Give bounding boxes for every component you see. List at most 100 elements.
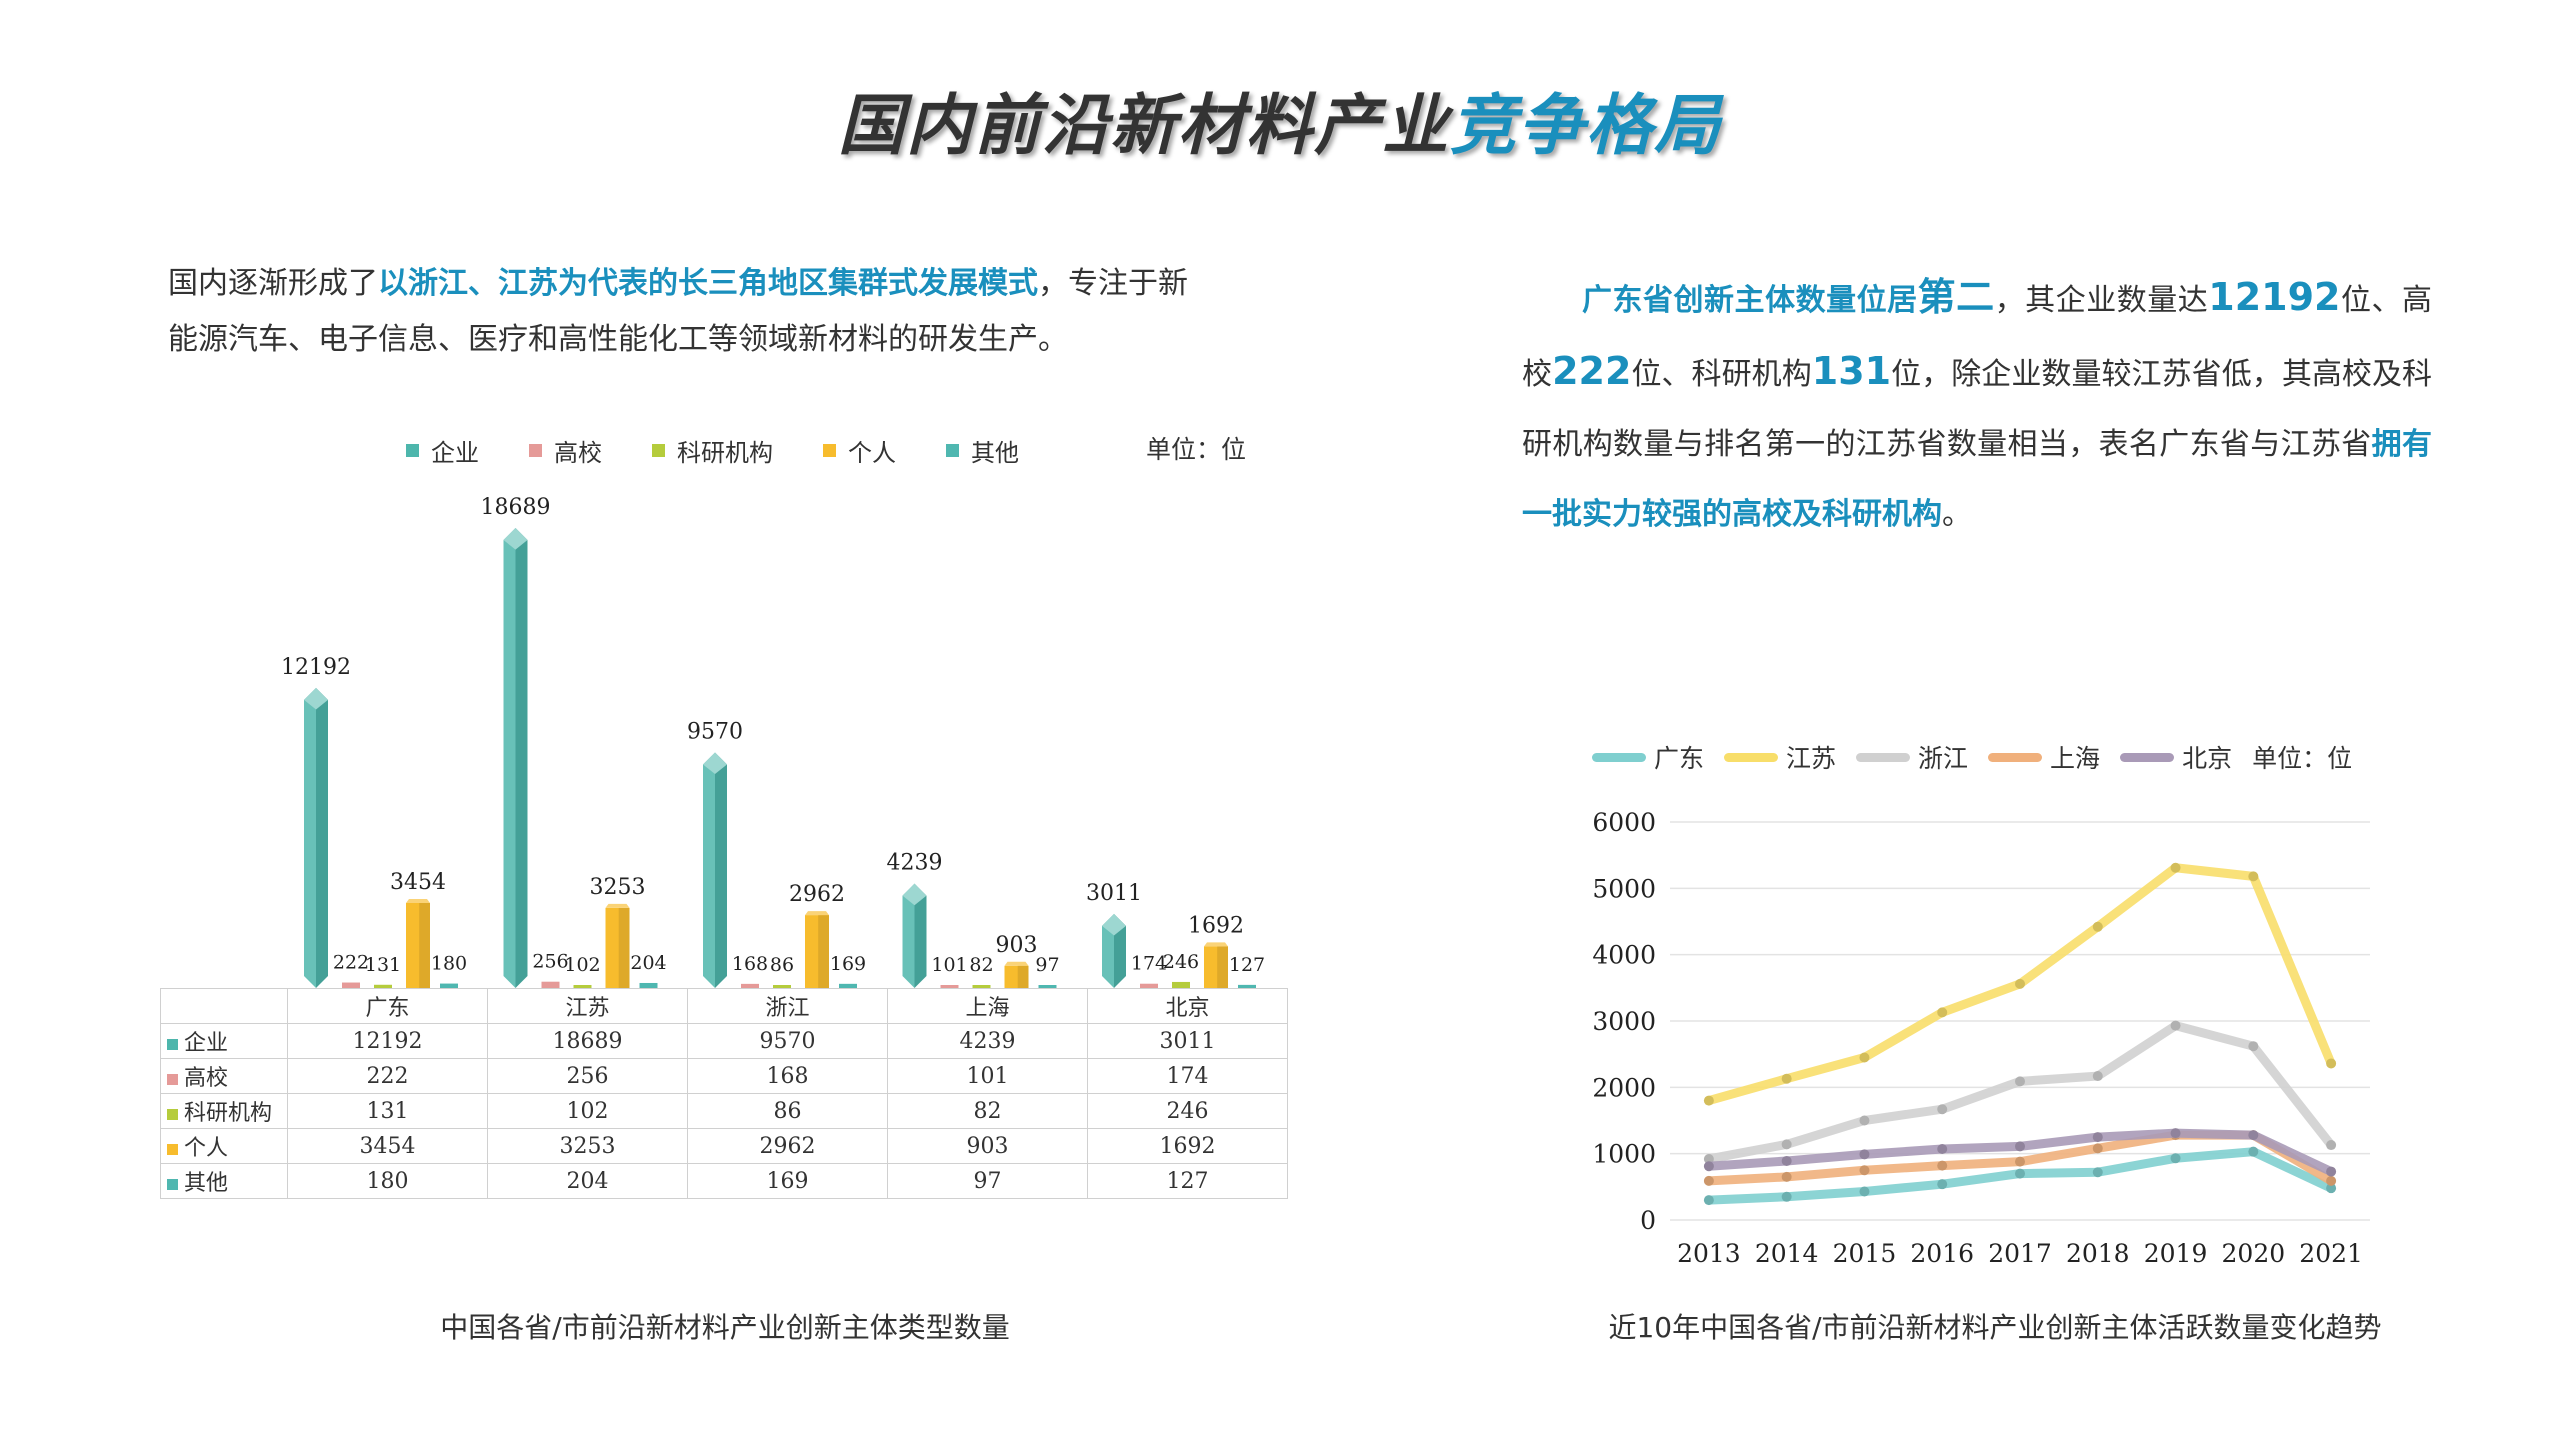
line-legend-label: 浙江 bbox=[1918, 744, 1969, 773]
data-point bbox=[2015, 1156, 2025, 1167]
data-point bbox=[1937, 1179, 1948, 1190]
bar-chart-legend: 企业 高校 科研机构 个人 其他 bbox=[406, 432, 1069, 468]
x-tick-label: 2016 bbox=[1910, 1239, 1974, 1268]
bar-legend-swatch bbox=[946, 443, 959, 457]
data-point bbox=[2248, 1041, 2259, 1052]
bar-chart-data-table: 广东 江苏 浙江 上海 北京 企业 12192 18689 9570 4239 3011 高校 222 2… bbox=[160, 988, 1288, 1199]
bar bbox=[1238, 984, 1256, 988]
bar bbox=[1102, 913, 1126, 988]
table-cell: 9570 bbox=[687, 1023, 888, 1059]
data-point bbox=[2015, 1168, 2025, 1179]
data-point bbox=[1859, 1149, 1870, 1160]
table-cell: 246 bbox=[1087, 1093, 1288, 1129]
table-row-swatch bbox=[167, 1143, 178, 1155]
data-point bbox=[2092, 1167, 2103, 1178]
data-point bbox=[1937, 1104, 1948, 1115]
right-text-10: 拥有一批实力较强的高校及科研机构 bbox=[1522, 427, 2433, 532]
data-point bbox=[1703, 1153, 1714, 1164]
line-legend-swatch bbox=[1592, 752, 1646, 762]
bar-value-label: 174 bbox=[1131, 953, 1167, 975]
data-point bbox=[1781, 1191, 1792, 1202]
table-cell: 903 bbox=[887, 1128, 1088, 1164]
bar-legend-item: 其他 bbox=[946, 433, 1019, 468]
data-point bbox=[1859, 1052, 1870, 1063]
x-tick-label: 2020 bbox=[2222, 1239, 2286, 1268]
bar-legend-swatch bbox=[529, 443, 542, 457]
table-row-label: 个人 bbox=[184, 1136, 229, 1161]
table-cell: 204 bbox=[487, 1163, 688, 1199]
table-column-header: 江苏 bbox=[487, 988, 688, 1024]
data-point bbox=[2170, 1153, 2181, 1164]
line-legend-label: 广东 bbox=[1654, 744, 1705, 773]
line-chart-legend: 广东 江苏 浙江 上海 北京 单位：位 bbox=[1592, 740, 2352, 774]
data-point bbox=[2092, 1071, 2103, 1082]
table-column-header: 北京 bbox=[1087, 988, 1288, 1024]
bar bbox=[902, 883, 927, 988]
bar bbox=[406, 898, 430, 988]
bar-legend-label: 科研机构 bbox=[677, 438, 773, 467]
bar-chart-caption: 中国各省/市前沿新材料产业创新主体类型数量 bbox=[440, 1311, 1010, 1344]
table-cell: 3011 bbox=[1087, 1023, 1288, 1059]
bar-value-label: 222 bbox=[333, 952, 369, 974]
bar-value-label: 97 bbox=[1035, 954, 1059, 976]
line-legend-item: 江苏 bbox=[1724, 739, 1836, 775]
line-legend-label: 北京 bbox=[2182, 744, 2233, 773]
bar-value-label: 903 bbox=[996, 933, 1038, 958]
data-point bbox=[1703, 1195, 1714, 1206]
data-point bbox=[2248, 1146, 2259, 1157]
bar bbox=[639, 982, 658, 988]
y-tick-label: 2000 bbox=[1592, 1073, 1656, 1102]
table-row-swatch bbox=[167, 1038, 178, 1050]
bar-value-label: 2962 bbox=[789, 882, 845, 907]
x-tick-label: 2014 bbox=[1755, 1239, 1819, 1268]
table-row-header: 个人 bbox=[160, 1128, 288, 1164]
data-point bbox=[1781, 1171, 1792, 1182]
line-legend-item: 北京 bbox=[2120, 739, 2232, 775]
table-row: 科研机构 131 102 86 82 246 bbox=[160, 1093, 1288, 1129]
bar-value-label: 204 bbox=[630, 952, 666, 974]
table-column-header: 浙江 bbox=[687, 988, 888, 1024]
data-point bbox=[2015, 1141, 2025, 1152]
table-row-swatch bbox=[167, 1108, 178, 1120]
bar bbox=[1038, 985, 1057, 988]
bar-legend-item: 科研机构 bbox=[652, 433, 773, 468]
bar-value-label: 169 bbox=[830, 953, 866, 975]
bar-legend-label: 个人 bbox=[848, 438, 896, 467]
table-cell: 12192 bbox=[287, 1023, 488, 1059]
right-text-4: 12192 bbox=[2208, 275, 2341, 319]
table-column-header: 广东 bbox=[287, 988, 488, 1024]
bar-value-label: 102 bbox=[564, 954, 600, 976]
line-legend-swatch bbox=[1856, 752, 1911, 762]
table-row: 个人 3454 3253 2962 903 1692 bbox=[160, 1128, 1288, 1164]
data-point bbox=[2092, 921, 2103, 932]
right-text-2: 第二 bbox=[1917, 275, 1995, 319]
line-chart: 0 1000 2000 3000 4000 5000 6000 2013 2014 2015 201… bbox=[1592, 808, 2370, 1268]
x-tick-label: 2015 bbox=[1833, 1239, 1897, 1268]
data-point bbox=[1859, 1115, 1870, 1126]
table-row-header: 企业 bbox=[160, 1023, 288, 1059]
bar bbox=[573, 985, 592, 988]
y-tick-label: 3000 bbox=[1592, 1007, 1656, 1036]
page-title: 国内前沿新材料产业竞争格局 bbox=[0, 72, 2560, 168]
table-cell: 82 bbox=[887, 1093, 1088, 1129]
table-cell: 2962 bbox=[687, 1128, 888, 1164]
table-cell: 222 bbox=[287, 1058, 488, 1094]
line-legend-label: 江苏 bbox=[1786, 744, 1837, 773]
table-cell: 4239 bbox=[887, 1023, 1088, 1059]
line-legend-item: 广东 bbox=[1592, 739, 1704, 775]
bar-value-label: 86 bbox=[770, 954, 794, 976]
right-text-5: 位、高校 bbox=[1522, 283, 2433, 392]
table-column-header: 上海 bbox=[887, 988, 1088, 1024]
table-row-header: 科研机构 bbox=[160, 1093, 288, 1129]
table-row-swatch bbox=[167, 1178, 178, 1190]
data-point bbox=[2170, 1128, 2181, 1139]
bar-value-label: 256 bbox=[532, 951, 568, 973]
table-row-label: 科研机构 bbox=[184, 1101, 273, 1126]
y-tick-label: 6000 bbox=[1592, 808, 1656, 837]
bar-value-label: 246 bbox=[1163, 951, 1199, 973]
right-text-1: 广东省创新主体数量位居 bbox=[1582, 283, 1918, 318]
bar bbox=[741, 983, 759, 988]
right-text-3: ，其企业数量达 bbox=[1994, 283, 2209, 318]
table-row-header: 高校 bbox=[160, 1058, 288, 1094]
